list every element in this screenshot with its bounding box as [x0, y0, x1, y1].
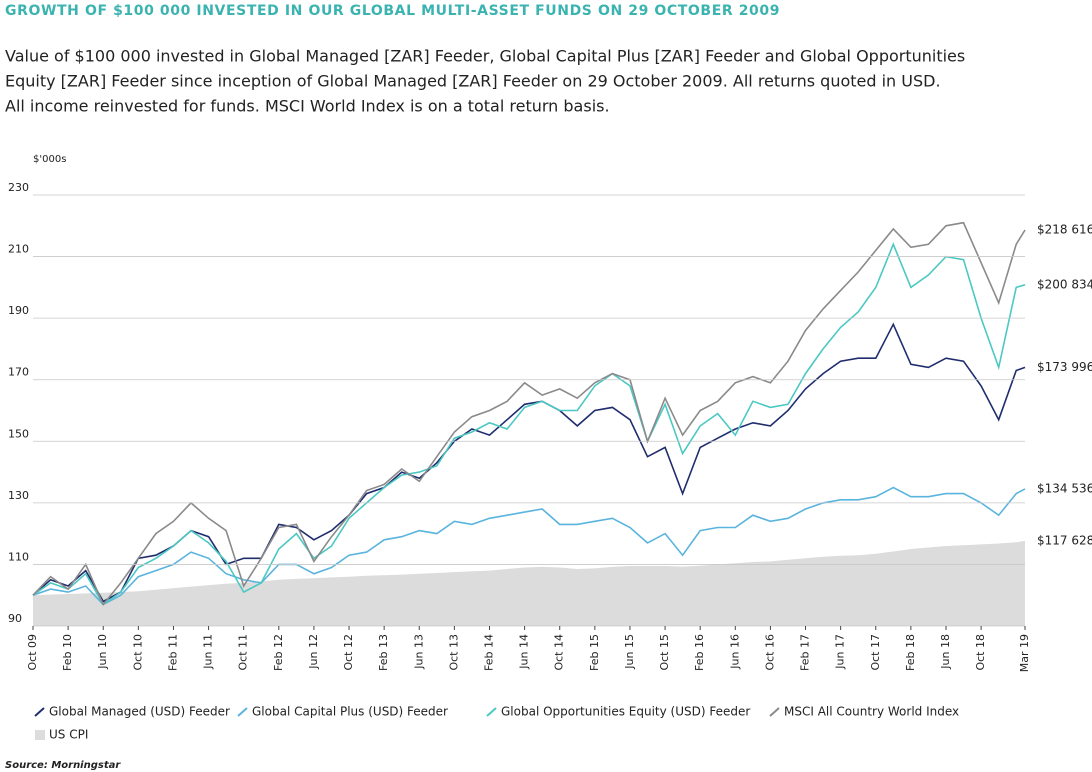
- x-tick-label: Jun 18: [939, 634, 952, 670]
- chart-title: GROWTH OF $100 000 INVESTED IN OUR GLOBA…: [5, 3, 780, 19]
- line: [32, 486, 1026, 606]
- legend-swatch: [34, 707, 45, 717]
- legend-swatch: [486, 707, 497, 717]
- x-tick-label: Oct 15: [658, 634, 671, 671]
- legend-swatch: [769, 707, 780, 717]
- area: [33, 540, 1025, 626]
- x-tick-label: Jun 15: [623, 634, 636, 670]
- x-tick-label: Oct 18: [974, 634, 987, 671]
- legend-label: Global Managed (USD) Feeder: [49, 705, 230, 719]
- line: [32, 221, 1026, 607]
- x-tick-label: Oct 12: [342, 634, 355, 671]
- y-tick-label: 150: [8, 427, 29, 440]
- x-tick-label: Feb 14: [482, 634, 495, 671]
- legend-label: US CPI: [49, 728, 88, 742]
- end-label: $173 996: [1037, 360, 1092, 374]
- y-tick-label: 90: [8, 612, 22, 625]
- end-label: $200 834: [1037, 277, 1092, 291]
- x-tick-label: Feb 17: [799, 634, 812, 671]
- x-tick-label: Jun 10: [96, 634, 109, 670]
- x-tick-label: Feb 16: [693, 634, 706, 671]
- subtitle: All income reinvested for funds. MSCI Wo…: [5, 97, 610, 116]
- x-tick-label: Oct 10: [131, 634, 144, 671]
- x-tick-label: Jun 12: [307, 634, 320, 670]
- x-tick-label: Feb 18: [904, 634, 917, 671]
- x-tick-label: Feb 10: [61, 634, 74, 671]
- y-tick-label: 170: [8, 366, 29, 379]
- x-tick-label: Oct 16: [763, 634, 776, 671]
- x-tick-label: Feb 12: [272, 634, 285, 671]
- line: [32, 242, 1026, 606]
- legend-label: Global Capital Plus (USD) Feeder: [252, 705, 448, 719]
- end-label: $134 536: [1037, 481, 1092, 495]
- end-label: $218 616: [1037, 223, 1092, 237]
- y-tick-label: 190: [8, 304, 29, 317]
- x-tick-label: Jun 14: [518, 634, 531, 670]
- legend-swatch: [35, 730, 45, 740]
- subtitle: Value of $100 000 invested in Global Man…: [5, 47, 965, 66]
- x-tick-label: Oct 09: [26, 634, 39, 671]
- grid: [33, 194, 1025, 627]
- source: Source: Morningstar: [5, 760, 121, 771]
- subtitle: Equity [ZAR] Feeder since inception of G…: [5, 72, 941, 91]
- y-axis-label: $'000s: [33, 154, 66, 165]
- legend-swatch: [237, 707, 248, 717]
- y-tick-label: 230: [8, 181, 29, 194]
- x-tick-label: Feb 13: [377, 634, 390, 671]
- y-tick-label: 110: [8, 550, 29, 563]
- x-tick-label: Mar 19: [1018, 634, 1031, 672]
- x-tick-label: Feb 15: [588, 634, 601, 671]
- x-tick-label: Feb 11: [166, 634, 179, 671]
- x-tick-label: Oct 13: [447, 634, 460, 671]
- x-tick-label: Jun 11: [202, 634, 215, 670]
- x-tick-label: Jun 13: [412, 634, 425, 670]
- legend-label: Global Opportunities Equity (USD) Feeder: [501, 705, 750, 719]
- x-tick-label: Oct 11: [237, 634, 250, 671]
- x-tick-label: Jun 17: [834, 634, 847, 670]
- y-tick-label: 130: [8, 489, 29, 502]
- x-tick-label: Oct 17: [869, 634, 882, 671]
- legend-label: MSCI All Country World Index: [784, 705, 959, 719]
- plot: [32, 221, 1026, 626]
- line: [32, 322, 1026, 603]
- x-tick-label: Oct 14: [553, 634, 566, 671]
- end-label: $117 628: [1037, 533, 1092, 547]
- y-tick-label: 210: [8, 243, 29, 256]
- x-tick-label: Jun 16: [728, 634, 741, 670]
